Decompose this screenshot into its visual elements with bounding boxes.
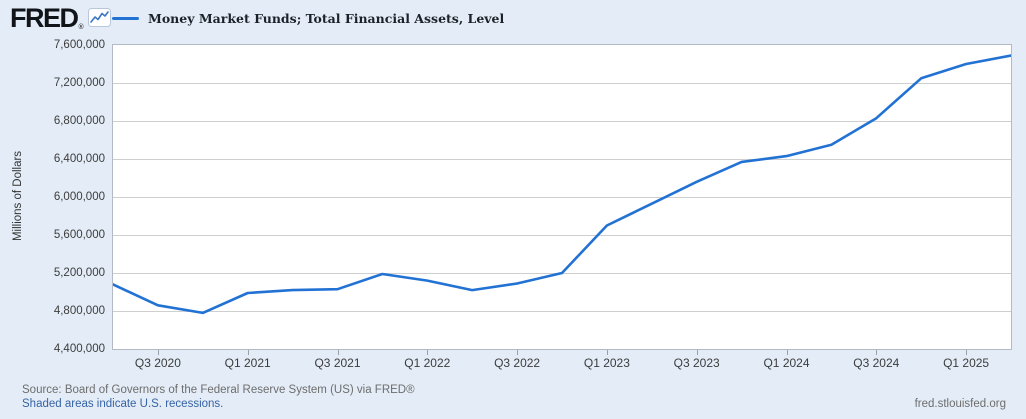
gridline bbox=[113, 197, 1011, 198]
source-attribution: Source: Board of Governors of the Federa… bbox=[22, 384, 415, 396]
y-axis-tick-label: 4,400,000 bbox=[53, 343, 105, 355]
y-axis-tick-label: 7,600,000 bbox=[53, 39, 105, 51]
fred-site-link[interactable]: fred.stlouisfed.org bbox=[914, 398, 1006, 410]
x-axis-tick bbox=[786, 350, 788, 355]
series-title: Money Market Funds; Total Financial Asse… bbox=[148, 11, 505, 26]
y-axis-tick-label: 4,800,000 bbox=[53, 305, 105, 317]
data-series-line[interactable] bbox=[113, 45, 1011, 349]
sparkline-chart-icon bbox=[87, 5, 111, 32]
gridline bbox=[113, 121, 1011, 122]
y-axis-tick-label: 5,200,000 bbox=[53, 267, 105, 279]
legend-line-swatch-icon bbox=[112, 17, 139, 20]
fred-logo-text: FRED bbox=[10, 3, 79, 33]
recessions-note-link[interactable]: Shaded areas indicate U.S. recessions. bbox=[22, 398, 224, 410]
x-axis-tick-label: Q1 2021 bbox=[224, 356, 271, 370]
x-axis-tick bbox=[876, 350, 878, 355]
chart-plot-area[interactable] bbox=[112, 44, 1012, 350]
x-axis-tick bbox=[517, 350, 519, 355]
y-axis-tick-label: 6,000,000 bbox=[53, 191, 105, 203]
x-axis-tick bbox=[337, 350, 339, 355]
x-axis-tick bbox=[966, 350, 968, 355]
x-axis-tick-label: Q3 2020 bbox=[134, 356, 181, 370]
y-axis: 7,600,000 7,200,000 6,800,000 6,400,000 6,00… bbox=[0, 0, 105, 419]
x-axis-tick-label: Q1 2025 bbox=[943, 356, 990, 370]
x-axis-tick-label: Q1 2023 bbox=[583, 356, 630, 370]
gridline bbox=[113, 311, 1011, 312]
gridline bbox=[113, 159, 1011, 160]
y-axis-tick-label: 5,600,000 bbox=[53, 229, 105, 241]
x-axis-tick-label: Q3 2024 bbox=[853, 356, 900, 370]
x-axis-tick bbox=[157, 350, 159, 355]
x-axis-tick bbox=[427, 350, 429, 355]
gridline bbox=[113, 83, 1011, 84]
x-axis-tick-label: Q3 2021 bbox=[314, 356, 361, 370]
x-axis-tick-label: Q3 2022 bbox=[494, 356, 541, 370]
x-axis-tick-label: Q1 2024 bbox=[763, 356, 810, 370]
y-axis-tick-label: 7,200,000 bbox=[53, 77, 105, 89]
chart-legend: Money Market Funds; Total Financial Asse… bbox=[112, 11, 504, 26]
x-axis-tick-label: Q3 2023 bbox=[673, 356, 720, 370]
y-axis-tick-label: 6,400,000 bbox=[53, 153, 105, 165]
x-axis-tick bbox=[696, 350, 698, 355]
registered-mark: ® bbox=[78, 24, 84, 31]
gridline bbox=[113, 235, 1011, 236]
y-axis-tick-label: 6,800,000 bbox=[53, 115, 105, 127]
x-axis-tick-label: Q1 2022 bbox=[404, 356, 451, 370]
x-axis-tick bbox=[247, 350, 249, 355]
fred-logo[interactable]: FRED ® bbox=[10, 5, 111, 32]
x-axis-tick bbox=[606, 350, 608, 355]
